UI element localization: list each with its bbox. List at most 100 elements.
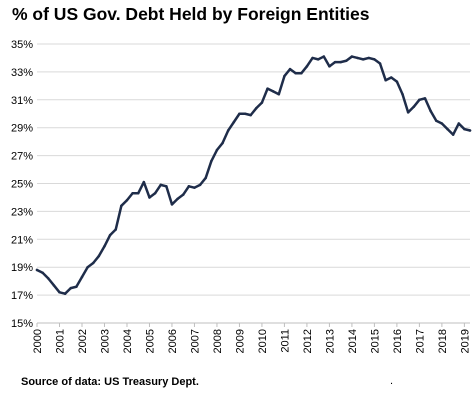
data-point xyxy=(97,254,101,258)
y-tick-label: 23% xyxy=(11,206,33,218)
data-point xyxy=(401,92,404,96)
x-tick-label: 2018 xyxy=(437,329,449,353)
data-point xyxy=(41,271,44,275)
source-note: Source of data: US Treasury Dept. xyxy=(21,376,199,388)
data-point xyxy=(356,56,359,60)
data-point xyxy=(198,183,202,187)
data-point xyxy=(226,129,230,132)
footer-mark: . xyxy=(390,375,393,387)
data-point xyxy=(440,122,444,125)
x-tick-label: 2005 xyxy=(144,329,156,353)
data-point xyxy=(300,72,303,75)
data-point xyxy=(255,106,258,110)
data-point xyxy=(232,120,236,124)
data-point xyxy=(125,198,129,202)
data-point xyxy=(277,92,281,96)
data-point xyxy=(446,127,449,131)
data-point xyxy=(136,192,140,195)
data-point xyxy=(221,141,224,145)
x-tick-label: 2008 xyxy=(212,329,224,353)
data-point xyxy=(187,185,191,188)
data-point xyxy=(103,245,106,248)
data-point xyxy=(181,193,185,196)
data-point xyxy=(457,122,461,125)
data-point xyxy=(435,119,438,122)
data-point xyxy=(69,286,72,290)
y-tick-label: 15% xyxy=(11,318,33,330)
data-point xyxy=(52,284,56,287)
data-point xyxy=(142,180,146,184)
y-tick-label: 27% xyxy=(11,151,33,163)
x-tick-label: 2013 xyxy=(324,329,336,353)
x-tick-label: 2019 xyxy=(459,329,471,353)
data-point xyxy=(131,192,134,195)
data-point xyxy=(390,76,393,79)
data-point xyxy=(294,72,297,75)
data-point xyxy=(58,291,61,294)
data-point xyxy=(176,197,179,201)
data-point xyxy=(238,112,241,115)
x-tick-label: 2014 xyxy=(347,329,359,353)
x-tick-label: 2015 xyxy=(369,329,381,353)
data-point xyxy=(311,56,314,60)
data-point xyxy=(159,183,162,187)
data-point xyxy=(266,87,269,90)
data-point xyxy=(322,55,326,58)
data-point xyxy=(367,56,371,60)
data-point xyxy=(120,204,123,208)
y-tick-label: 17% xyxy=(11,290,33,302)
y-tick-label: 25% xyxy=(11,179,33,191)
data-point xyxy=(288,67,292,71)
series-line xyxy=(35,55,472,295)
data-point xyxy=(215,148,219,152)
y-tick-label: 31% xyxy=(11,95,33,107)
data-point xyxy=(361,58,365,61)
data-point xyxy=(373,58,376,61)
data-point xyxy=(418,98,421,102)
data-point xyxy=(345,59,348,62)
data-point xyxy=(243,112,247,115)
data-point xyxy=(260,101,264,104)
chart-title: % of US Gov. Debt Held by Foreign Entiti… xyxy=(12,4,370,24)
data-point xyxy=(35,268,39,272)
x-axis-tick-labels: 2000 2001 2002 2003 2004 2005 2006 2007 2008 2009… xyxy=(32,329,471,353)
data-point xyxy=(170,203,174,206)
x-tick-label: 2012 xyxy=(302,329,314,353)
x-tick-label: 2002 xyxy=(77,329,89,353)
gridlines xyxy=(36,43,470,327)
data-point xyxy=(395,80,399,83)
x-tick-label: 2011 xyxy=(279,329,291,353)
y-axis-tick-labels: 15% 17% 19% 21% 23% 25% 27% 29% 31% 33% 35% xyxy=(11,39,33,330)
y-tick-label: 29% xyxy=(11,123,33,135)
data-point xyxy=(63,292,67,295)
data-point xyxy=(91,261,95,265)
data-point xyxy=(384,79,387,82)
x-tick-label: 2000 xyxy=(32,329,44,353)
y-tick-label: 35% xyxy=(11,39,33,51)
data-point xyxy=(80,275,84,279)
data-point xyxy=(451,133,455,136)
data-point xyxy=(339,60,342,64)
data-point xyxy=(108,233,112,237)
data-point xyxy=(328,65,331,68)
data-point xyxy=(193,186,196,189)
data-point xyxy=(165,185,168,188)
data-point xyxy=(406,111,410,114)
x-tick-label: 2001 xyxy=(54,329,66,353)
data-point xyxy=(412,105,416,109)
series-layer xyxy=(35,55,472,295)
data-point xyxy=(148,196,151,199)
data-point xyxy=(204,176,207,180)
data-point xyxy=(350,55,354,58)
x-tick-label: 2006 xyxy=(167,329,179,353)
x-tick-label: 2009 xyxy=(234,329,246,353)
data-point xyxy=(468,129,472,132)
data-point xyxy=(463,127,466,131)
data-point xyxy=(46,277,50,280)
data-point xyxy=(210,159,213,163)
x-tick-label: 2007 xyxy=(189,329,201,353)
data-point xyxy=(114,228,117,231)
y-tick-label: 21% xyxy=(11,234,33,246)
x-tick-label: 2010 xyxy=(257,329,269,353)
